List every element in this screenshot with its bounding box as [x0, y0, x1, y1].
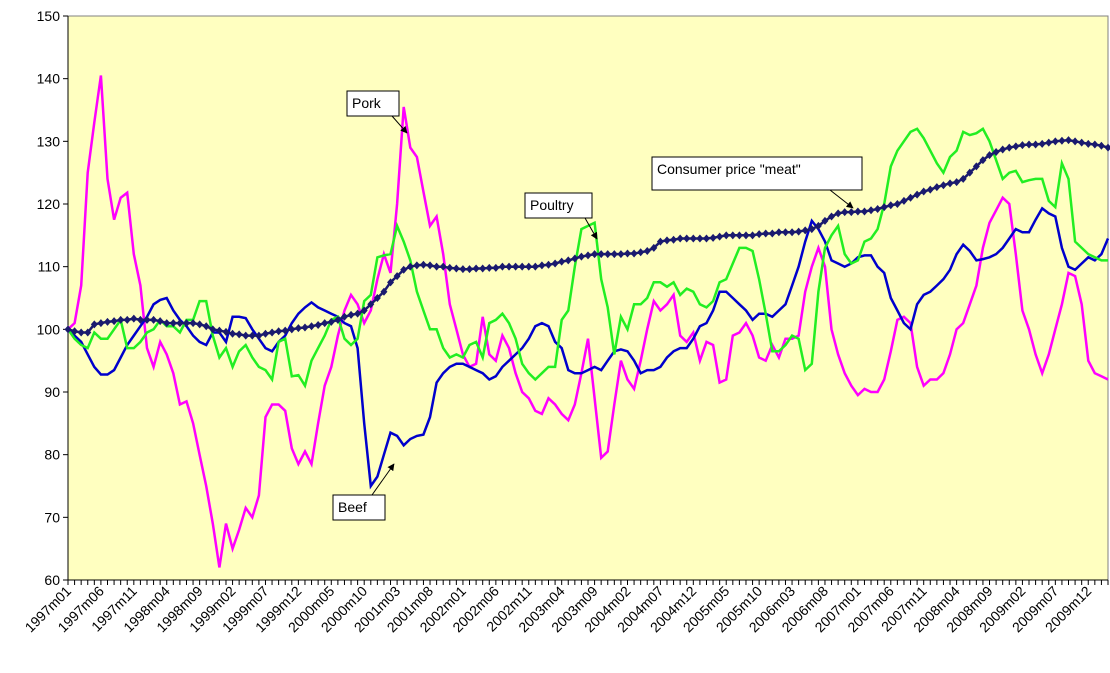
callout-label: Pork [352, 95, 382, 111]
y-tick-label: 90 [44, 384, 60, 400]
plot-area [68, 16, 1108, 580]
y-tick-label: 120 [37, 196, 61, 212]
y-tick-label: 60 [44, 572, 60, 588]
callout-label: Beef [338, 499, 367, 515]
y-tick-label: 130 [37, 133, 61, 149]
y-tick-label: 140 [37, 71, 61, 87]
callout-label: Consumer price "meat" [657, 161, 801, 177]
y-tick-label: 80 [44, 447, 60, 463]
y-tick-label: 100 [37, 321, 61, 337]
y-tick-label: 150 [37, 8, 61, 24]
callout-label: Poultry [530, 197, 574, 213]
y-tick-label: 70 [44, 509, 60, 525]
y-tick-label: 110 [38, 259, 61, 275]
